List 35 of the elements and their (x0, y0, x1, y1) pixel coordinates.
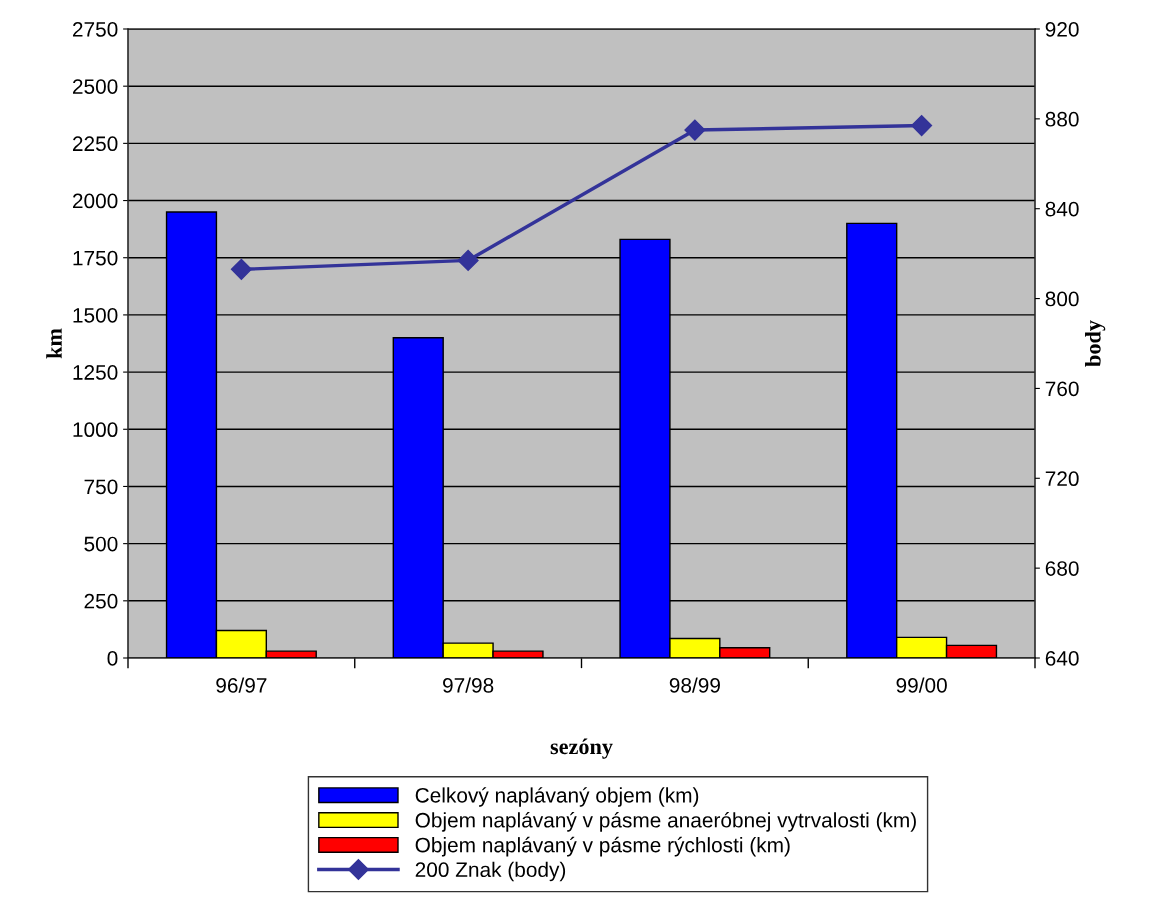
y-tick-label: 1750 (73, 250, 118, 266)
y-tick-label: 2750 (72, 22, 118, 37)
y2-tick-label: 680 (1045, 561, 1079, 576)
legend-label: Objem naplávaný v pásme anaeróbnej vytrvalosti (km) (415, 812, 916, 832)
point (684, 119, 706, 141)
point (911, 115, 933, 137)
y-tick-label: 2000 (72, 193, 118, 209)
x-tick-label: 97/98 (443, 677, 494, 693)
x-tick-label: 96/97 (216, 677, 267, 693)
y2-tick-label: 720 (1045, 471, 1079, 487)
y2-tick-label: 640 (1045, 651, 1079, 666)
y-tick-label: 250 (84, 593, 118, 609)
x-tick-label: 99/00 (896, 677, 947, 693)
y2-tick-label: 800 (1045, 291, 1079, 307)
y-axis-title: km (46, 328, 62, 359)
y-tick-label: 2250 (72, 136, 118, 152)
point (457, 249, 479, 271)
y-tick-label: 1000 (73, 422, 118, 438)
y-tick-label: 0 (107, 651, 118, 666)
y2-axis-title: body (1085, 320, 1106, 367)
y-tick-label: 1250 (73, 365, 118, 380)
y-tick-label: 1500 (73, 307, 118, 323)
y-tick-label: 750 (84, 479, 118, 495)
y-tick-label: 500 (84, 536, 118, 552)
y2-tick-label: 760 (1045, 381, 1079, 397)
point (230, 258, 252, 280)
y2-tick-label: 840 (1045, 201, 1079, 217)
y2-tick-label: 920 (1045, 22, 1079, 37)
legend-label: 200 Znak (body) (415, 861, 566, 882)
y2-tick-label: 880 (1045, 111, 1079, 127)
x-axis-title: sezóny (550, 738, 613, 759)
y-tick-label: 2500 (72, 79, 118, 94)
legend-label: Celkový naplávaný objem (km) (415, 787, 699, 807)
legend-label: Objem naplávaný v pásme rýchlosti (km) (415, 836, 790, 857)
x-tick-label: 98/99 (669, 677, 720, 693)
